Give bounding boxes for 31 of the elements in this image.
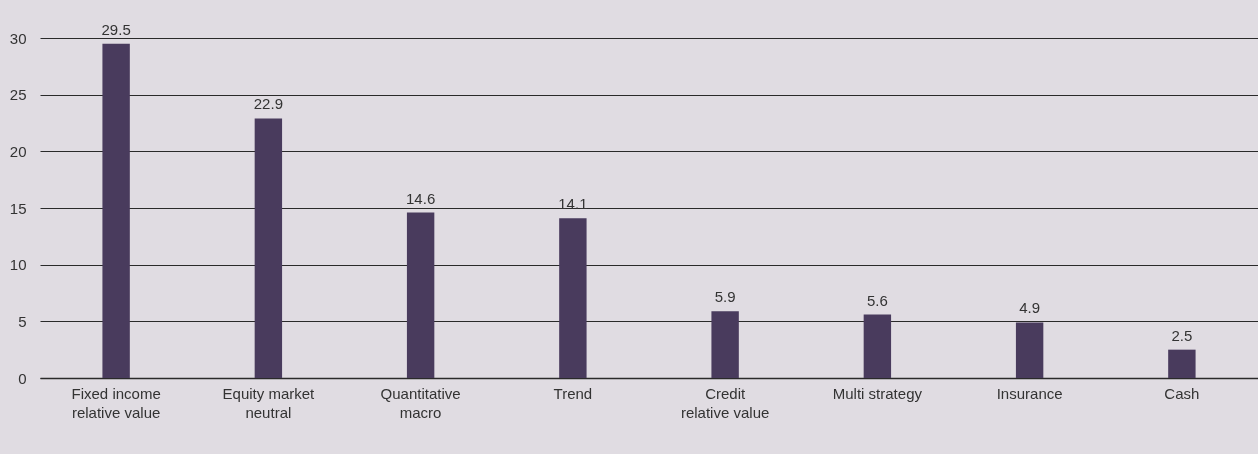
data-label: 14.1 — [558, 195, 588, 213]
x-tick-label: Insurance — [996, 384, 1063, 402]
data-label: 2.5 — [1171, 326, 1193, 344]
bar — [1015, 322, 1044, 378]
data-label: 22.9 — [253, 95, 283, 113]
data-label: 29.5 — [101, 20, 131, 38]
bar — [254, 118, 283, 378]
bar — [406, 212, 435, 378]
x-tick-label: Trend — [553, 384, 593, 402]
x-tick-label: Fixed income relative value — [71, 384, 161, 421]
bar — [863, 314, 892, 378]
x-tick-label: Quantitative macro — [380, 384, 461, 421]
bar — [559, 218, 587, 378]
y-tick-label: 5 — [18, 312, 27, 330]
data-label: 5.6 — [866, 291, 888, 309]
y-tick-label: 0 — [18, 369, 27, 387]
bar — [1168, 349, 1196, 378]
x-tick-label: Cash — [1164, 384, 1200, 402]
y-tick-label: 15 — [9, 199, 27, 217]
x-tick-label: Equity market neutral — [222, 384, 316, 421]
data-label: 5.9 — [714, 288, 736, 306]
y-tick-label: 25 — [9, 86, 27, 104]
bar — [711, 311, 739, 378]
x-tick-label: Credit relative value — [680, 384, 770, 421]
y-tick-label: 20 — [9, 142, 27, 160]
bar — [102, 43, 130, 378]
y-tick-label: 10 — [9, 256, 27, 274]
data-label: 4.9 — [1019, 299, 1041, 317]
x-tick-label: Multi strategy — [832, 384, 923, 402]
data-label: 14.6 — [406, 189, 436, 207]
y-tick-label: 30 — [9, 29, 27, 47]
